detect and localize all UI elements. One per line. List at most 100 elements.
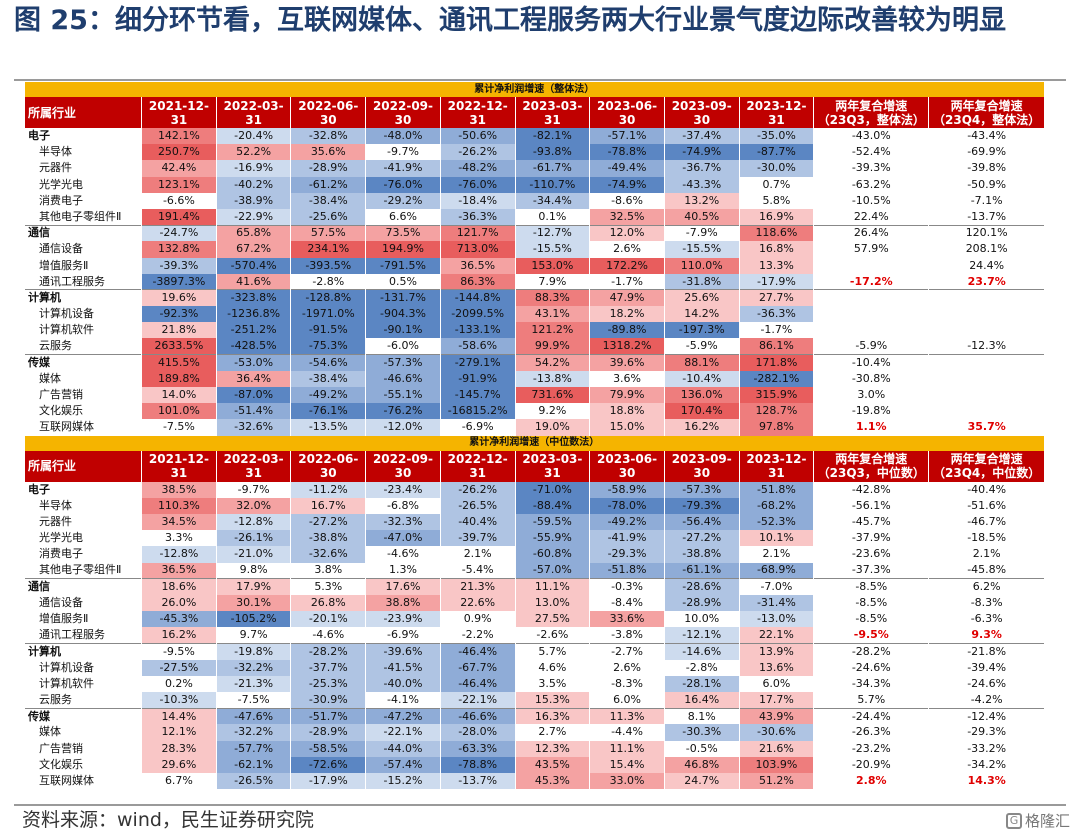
growth-cell: -58.6%: [439, 338, 516, 355]
section-banner-label: 累计净利润增速（整体法）: [24, 82, 1044, 97]
cagr-cell: [813, 289, 929, 307]
growth-cell: 34.5%: [141, 513, 217, 531]
growth-cell: -53.0%: [215, 354, 291, 371]
growth-cell: -26.1%: [215, 530, 291, 547]
industry-name: 通信设备: [23, 594, 142, 612]
cagr-cell: [928, 306, 1044, 323]
growth-cell: -21.3%: [215, 675, 291, 692]
growth-cell: -4.1%: [365, 692, 441, 709]
growth-cell: -28.0%: [439, 724, 516, 741]
growth-cell: -22.9%: [215, 208, 291, 226]
growth-cell: -59.5%: [514, 513, 590, 531]
growth-table: 累计净利润增速（整体法） 所属行业 2021-12-31 2022-03-31 2022…: [23, 82, 1044, 790]
growth-cell: 5.7%: [514, 642, 590, 660]
growth-cell: -44.0%: [365, 740, 441, 757]
growth-cell: 97.8%: [738, 419, 814, 436]
growth-cell: -30.6%: [738, 724, 814, 741]
column-header: 两年复合增速 （23Q4，整体法）: [928, 97, 1044, 128]
growth-cell: -2.8%: [663, 659, 740, 676]
growth-cell: 26.8%: [290, 594, 366, 612]
growth-cell: 45.3%: [514, 772, 590, 790]
growth-cell: -40.4%: [439, 513, 516, 531]
industry-group-row: 计算机 19.6% -323.8% -128.8% -131.7% -144.8% 88.3…: [23, 289, 1044, 307]
cagr-cell: -24.6%: [928, 675, 1044, 692]
growth-cell: 73.5%: [365, 224, 441, 242]
cagr-cell: -7.1%: [928, 192, 1044, 209]
sub-industry-row: 互联网媒体 6.7% -26.5% -17.9% -15.2% -13.7% 45.3% 33…: [23, 772, 1044, 790]
growth-cell: 88.3%: [514, 289, 590, 307]
growth-cell: -27.2%: [290, 513, 366, 531]
growth-cell: 12.3%: [514, 740, 590, 757]
growth-cell: -57.1%: [589, 128, 665, 145]
cagr-cell: 26.4%: [813, 224, 929, 242]
growth-cell: -74.9%: [663, 144, 740, 161]
growth-cell: -5.4%: [439, 562, 516, 579]
industry-name: 广告营销: [23, 740, 142, 757]
industry-name: 云服务: [23, 692, 142, 709]
growth-cell: 18.8%: [589, 403, 665, 420]
column-header: 2023-09-30: [663, 97, 740, 128]
growth-cell: -31.8%: [663, 273, 740, 290]
industry-name: 云服务: [23, 338, 142, 355]
growth-cell: -26.5%: [439, 497, 516, 514]
growth-cell: 13.9%: [738, 642, 814, 660]
cagr-cell: [928, 387, 1044, 404]
growth-cell: -30.3%: [663, 724, 740, 741]
growth-cell: -57.0%: [514, 562, 590, 579]
growth-cell: 9.8%: [215, 562, 291, 579]
growth-cell: 22.6%: [439, 594, 516, 612]
growth-cell: -34.4%: [514, 192, 590, 209]
industry-name: 通讯工程服务: [23, 273, 142, 290]
cagr-cell: -26.3%: [813, 724, 929, 741]
growth-cell: -32.3%: [365, 513, 441, 531]
growth-cell: 16.4%: [663, 692, 740, 709]
growth-cell: 36.4%: [215, 370, 291, 387]
cagr-cell: 5.7%: [813, 692, 929, 709]
growth-cell: -4.6%: [290, 627, 366, 644]
growth-cell: -22.1%: [365, 724, 441, 741]
growth-cell: -51.8%: [738, 481, 814, 498]
growth-cell: -26.2%: [439, 481, 516, 498]
industry-name: 其他电子零组件Ⅱ: [23, 208, 142, 226]
growth-cell: -13.8%: [514, 370, 590, 387]
growth-cell: 7.9%: [514, 273, 590, 290]
growth-cell: 12.1%: [141, 724, 217, 741]
growth-cell: 123.1%: [141, 176, 217, 193]
cagr-cell: -24.6%: [813, 659, 929, 676]
growth-cell: -27.2%: [663, 530, 740, 547]
industry-name: 消费电子: [23, 546, 142, 563]
growth-cell: 9.2%: [514, 403, 590, 420]
growth-cell: -25.6%: [290, 208, 366, 226]
growth-cell: -32.6%: [215, 419, 291, 436]
growth-cell: 136.0%: [663, 387, 740, 404]
growth-cell: 2.6%: [589, 659, 665, 676]
section-banner: 累计净利润增速（整体法）: [24, 82, 1044, 97]
cagr-cell: -40.4%: [928, 481, 1044, 498]
growth-cell: 0.7%: [738, 176, 814, 193]
growth-cell: -91.5%: [290, 322, 366, 339]
sub-industry-row: 通信设备 132.8% 67.2% 234.1% 194.9% 713.0% -15.5% 2…: [23, 241, 1044, 258]
growth-cell: -74.9%: [589, 176, 665, 193]
growth-cell: -15.5%: [663, 241, 740, 258]
growth-cell: -23.9%: [365, 611, 441, 628]
sub-industry-row: 半导体 110.3% 32.0% 16.7% -6.8% -26.5% -88.4% -78.…: [23, 497, 1044, 514]
cagr-cell: -20.9%: [813, 756, 929, 773]
growth-cell: -13.5%: [290, 419, 366, 436]
growth-cell: 36.5%: [141, 562, 217, 579]
growth-cell: 170.4%: [663, 403, 740, 420]
industry-name: 电子: [23, 481, 142, 498]
column-header: 两年复合增速 （23Q4，中位数）: [928, 450, 1044, 482]
growth-cell: -88.4%: [514, 497, 590, 514]
growth-cell: 415.5%: [141, 354, 217, 371]
growth-cell: -16815.2%: [439, 403, 516, 420]
cagr-cell: -4.2%: [928, 692, 1044, 709]
cagr-cell: -39.4%: [928, 659, 1044, 676]
cagr-cell: -10.5%: [813, 192, 929, 209]
growth-cell: 10.0%: [663, 611, 740, 628]
growth-cell: -17.9%: [290, 772, 366, 790]
growth-cell: -570.4%: [215, 257, 291, 274]
growth-cell: -55.1%: [365, 387, 441, 404]
column-header: 两年复合增速 （23Q3，中位数）: [813, 450, 929, 482]
sub-industry-row: 互联网媒体 -7.5% -32.6% -13.5% -12.0% -6.9% 19.0% 15…: [23, 419, 1044, 436]
growth-cell: -4.6%: [365, 546, 441, 563]
